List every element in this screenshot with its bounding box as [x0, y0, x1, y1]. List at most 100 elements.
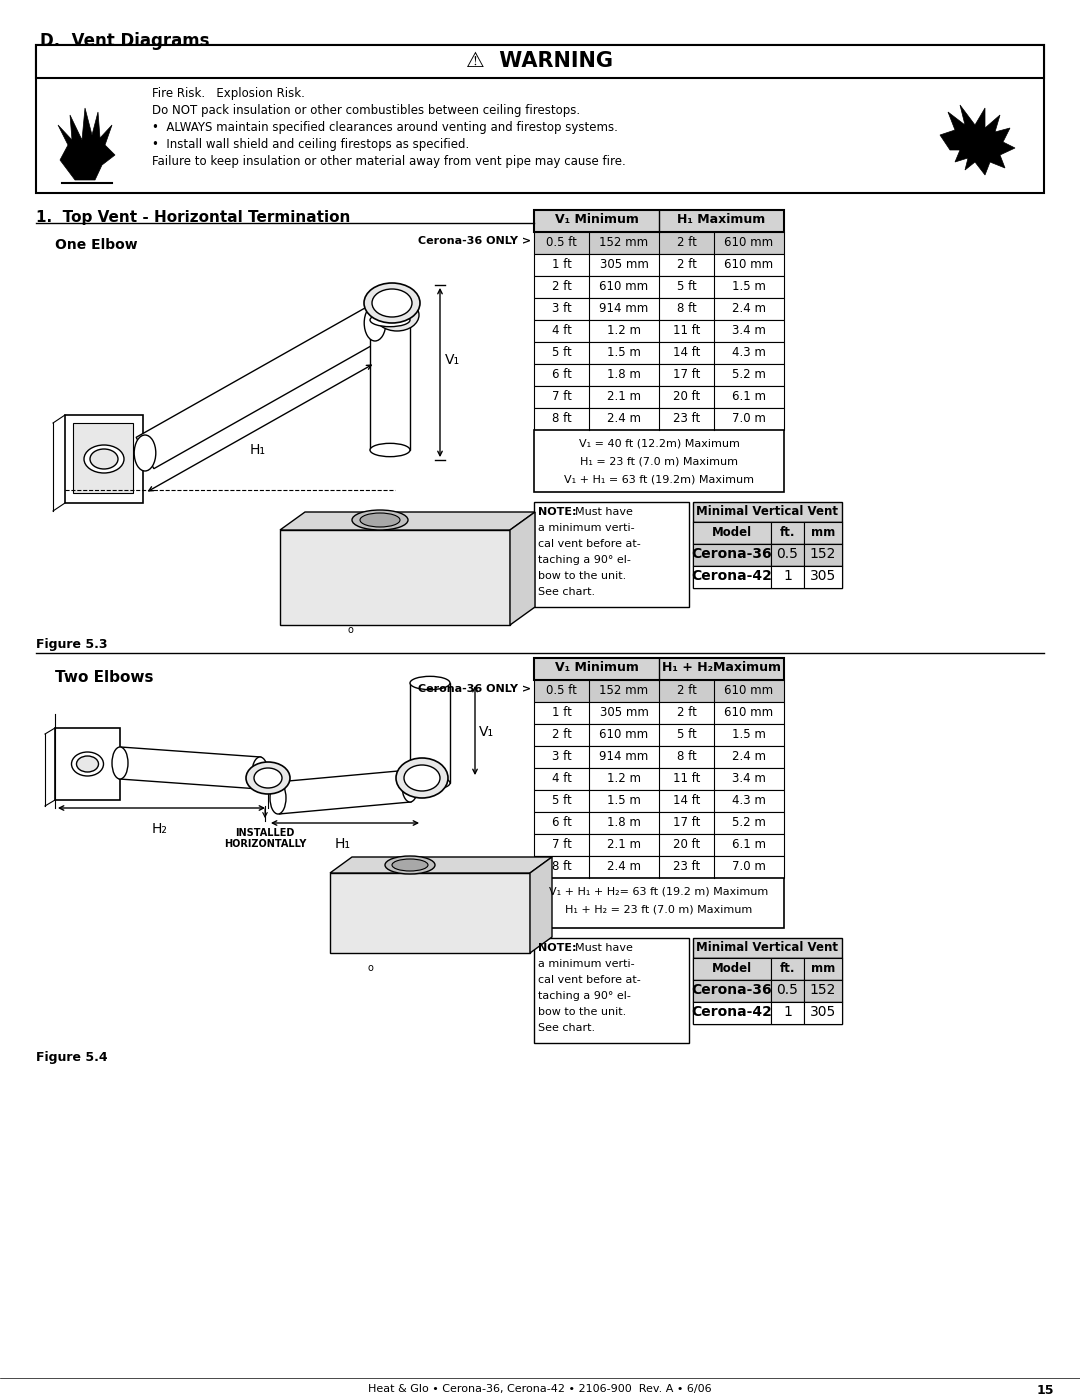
Text: HORIZONTALLY: HORIZONTALLY — [224, 840, 307, 849]
Bar — [804, 543, 842, 566]
Bar — [693, 1002, 842, 1024]
Bar — [534, 746, 784, 768]
Text: Must have: Must have — [575, 507, 633, 517]
Text: NOTE:: NOTE: — [538, 943, 577, 953]
Polygon shape — [119, 747, 261, 789]
Text: NOTE:: NOTE: — [538, 507, 577, 517]
Bar — [771, 958, 804, 981]
Text: 1 ft: 1 ft — [552, 705, 571, 719]
Text: 4 ft: 4 ft — [552, 773, 571, 785]
Text: 2.4 m: 2.4 m — [607, 412, 642, 425]
Text: Figure 5.4: Figure 5.4 — [36, 1051, 108, 1065]
Text: 0.5: 0.5 — [777, 983, 798, 997]
Text: H₁: H₁ — [335, 837, 351, 851]
Ellipse shape — [364, 305, 386, 341]
Text: 23 ft: 23 ft — [673, 861, 700, 873]
Text: 17 ft: 17 ft — [673, 367, 700, 381]
Text: 20 ft: 20 ft — [673, 838, 700, 851]
Text: 2.4 m: 2.4 m — [732, 750, 766, 763]
Ellipse shape — [352, 510, 408, 529]
Bar — [693, 543, 842, 566]
Text: mm: mm — [811, 963, 835, 975]
Text: 2 ft: 2 ft — [552, 728, 571, 740]
Text: 8 ft: 8 ft — [552, 412, 571, 425]
Text: 1.8 m: 1.8 m — [607, 816, 640, 828]
Text: 1.5 m: 1.5 m — [607, 346, 640, 359]
Bar — [55, 728, 120, 800]
Text: 4.3 m: 4.3 m — [732, 793, 766, 807]
Bar — [65, 415, 143, 503]
Text: 6.1 m: 6.1 m — [732, 838, 766, 851]
Text: Cerona-42: Cerona-42 — [691, 569, 772, 583]
Text: 6.1 m: 6.1 m — [732, 390, 766, 402]
Text: 5.2 m: 5.2 m — [732, 367, 766, 381]
Bar — [693, 937, 842, 958]
Text: 5 ft: 5 ft — [552, 346, 571, 359]
Ellipse shape — [364, 284, 420, 323]
Text: V₁: V₁ — [445, 353, 460, 367]
Text: 610 mm: 610 mm — [599, 728, 649, 740]
Text: cal vent before at-: cal vent before at- — [538, 975, 640, 985]
Text: Cerona-42: Cerona-42 — [691, 1004, 772, 1018]
Bar — [693, 566, 771, 588]
Ellipse shape — [392, 859, 428, 870]
Bar — [693, 981, 771, 1002]
Text: ⚠  WARNING: ⚠ WARNING — [467, 52, 613, 71]
Text: Two Elbows: Two Elbows — [55, 671, 153, 685]
Text: 1.5 m: 1.5 m — [732, 279, 766, 293]
Text: 1.5 m: 1.5 m — [607, 793, 640, 807]
Bar — [534, 210, 784, 232]
Bar — [693, 543, 771, 566]
Bar — [534, 232, 784, 254]
Bar — [534, 789, 784, 812]
Text: 1 ft: 1 ft — [552, 258, 571, 271]
Text: D.  Vent Diagrams: D. Vent Diagrams — [40, 32, 210, 50]
Text: 14 ft: 14 ft — [673, 793, 700, 807]
Text: 6 ft: 6 ft — [552, 816, 571, 828]
Text: 305: 305 — [810, 1004, 836, 1018]
Text: V₁ + H₁ = 63 ft (19.2m) Maximum: V₁ + H₁ = 63 ft (19.2m) Maximum — [564, 474, 754, 483]
Text: 2.1 m: 2.1 m — [607, 838, 642, 851]
Bar — [693, 522, 842, 543]
Text: 1.8 m: 1.8 m — [607, 367, 640, 381]
Text: V₁ Minimum: V₁ Minimum — [554, 212, 638, 226]
Text: 8 ft: 8 ft — [677, 750, 697, 763]
Text: 1.2 m: 1.2 m — [607, 324, 642, 337]
Text: mm: mm — [811, 527, 835, 539]
Bar — [534, 834, 784, 856]
Bar — [534, 408, 784, 430]
Bar — [534, 298, 784, 320]
Bar — [693, 958, 842, 981]
Text: One Elbow: One Elbow — [55, 237, 137, 251]
Text: 152 mm: 152 mm — [599, 685, 649, 697]
Bar — [36, 45, 1044, 78]
Polygon shape — [276, 770, 411, 814]
Text: 152 mm: 152 mm — [599, 236, 649, 249]
Bar — [534, 877, 784, 928]
Text: Do NOT pack insulation or other combustibles between ceiling firestops.: Do NOT pack insulation or other combusti… — [152, 103, 580, 117]
Text: •  ALWAYS maintain specified clearances around venting and firestop systems.: • ALWAYS maintain specified clearances a… — [152, 122, 618, 134]
Bar — [693, 981, 842, 1002]
Text: bow to the unit.: bow to the unit. — [538, 571, 626, 581]
Text: H₁: H₁ — [249, 443, 266, 457]
Bar — [693, 566, 842, 588]
Text: taching a 90° el-: taching a 90° el- — [538, 990, 631, 1002]
Bar — [330, 873, 530, 953]
Text: See chart.: See chart. — [538, 1023, 595, 1032]
Text: Heat & Glo • Cerona-36, Cerona-42 • 2106-900  Rev. A • 6/06: Heat & Glo • Cerona-36, Cerona-42 • 2106… — [368, 1384, 712, 1394]
Text: 3.4 m: 3.4 m — [732, 773, 766, 785]
Text: 4 ft: 4 ft — [552, 324, 571, 337]
Ellipse shape — [71, 752, 104, 775]
Bar — [534, 277, 784, 298]
Bar — [534, 502, 689, 608]
Text: 0.5: 0.5 — [777, 548, 798, 562]
Text: 0.5 ft: 0.5 ft — [546, 685, 577, 697]
Ellipse shape — [270, 782, 286, 814]
Text: 152: 152 — [810, 548, 836, 562]
Text: Cerona-36: Cerona-36 — [691, 983, 772, 997]
Text: 3 ft: 3 ft — [552, 302, 571, 314]
Text: H₂: H₂ — [151, 821, 167, 835]
Polygon shape — [280, 511, 535, 529]
Bar — [60, 733, 114, 793]
Ellipse shape — [396, 759, 448, 798]
